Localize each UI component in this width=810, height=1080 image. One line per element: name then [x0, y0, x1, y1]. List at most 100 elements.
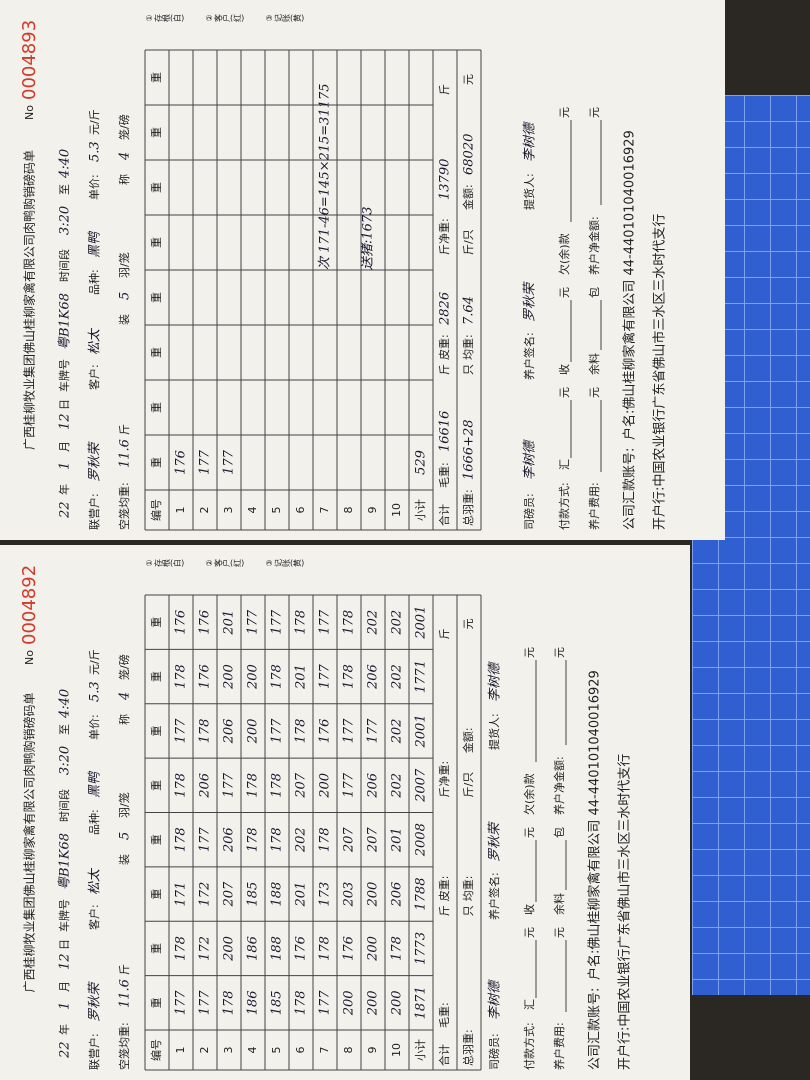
printed-label: 联营户: — [87, 493, 101, 530]
handwritten-value: 178 — [342, 664, 357, 689]
handwritten-value: 2001 — [414, 606, 429, 640]
handwritten-value: 1871 — [414, 986, 429, 1019]
printed-label: 养户净金额: — [587, 216, 601, 275]
form-box: 广西桂柳牧业集团佛山桂柳家禽有限公司肉鸭购销磅码单 No 0004893 22 年 1 月 1… — [0, 0, 725, 540]
printed-label: 元 — [558, 287, 571, 298]
printed-label: 空笼均重: — [117, 1022, 131, 1070]
handwritten-value: 11.6 — [118, 979, 133, 1008]
handwritten-value: 178 — [174, 664, 189, 689]
handwritten-value: 松太 — [88, 327, 103, 355]
handwritten-value: 3:20 — [58, 206, 73, 235]
printed-label: 养户净金额: — [552, 756, 566, 815]
printed-label: 元 — [523, 827, 536, 838]
printed-label: 10 — [390, 1043, 403, 1057]
handwritten-value: 12 — [58, 413, 73, 430]
printed-label: 编号 — [149, 499, 163, 521]
handwritten-value: 李树德 — [523, 121, 538, 162]
handwritten-value: 178 — [318, 936, 333, 961]
copy-label: ①存根(白) — [145, 14, 184, 23]
handwritten-value: 罗秋荣 — [523, 281, 538, 322]
printed-label: 元 — [558, 107, 571, 118]
printed-label: 开户行:中国农业银行广东省佛山市三水区三水时代支行 — [617, 754, 633, 1070]
handwritten-value: 188 — [270, 882, 285, 907]
handwritten-value: 177 — [174, 990, 189, 1016]
copy-label: ①存根(白) — [145, 559, 184, 568]
printed-label: 元 — [553, 647, 566, 658]
printed-label: 元 — [588, 387, 601, 398]
printed-label: 元 — [523, 927, 536, 938]
handwritten-value: 206 — [222, 719, 237, 745]
handwritten-value: 201 — [222, 610, 237, 636]
printed-label: 至 — [58, 184, 71, 195]
handwritten-value: 22 — [58, 501, 73, 519]
printed-label: 开户行:中国农业银行广东省佛山市三水区三水时代支行 — [652, 214, 668, 530]
printed-label: 养户费用: — [552, 1022, 566, 1070]
handwritten-value: 202 — [390, 610, 405, 636]
printed-label: 合计 — [437, 504, 451, 526]
handwritten-value: 178 — [246, 773, 261, 798]
printed-label: 10 — [390, 503, 403, 517]
printed-label: 元/斤 — [88, 109, 101, 135]
handwritten-value: 177 — [366, 718, 381, 744]
printed-label: 汇 — [523, 999, 536, 1010]
copy-label: ②客户(红) — [205, 559, 244, 568]
handwritten-value: 68020 — [462, 134, 477, 175]
printed-label: 养户费用: — [587, 482, 601, 530]
printed-label: 元 — [588, 107, 601, 118]
printed-label: 斤净重: — [437, 218, 451, 255]
printed-label: 斤 — [118, 424, 131, 435]
printed-label: 元 — [558, 387, 571, 398]
printed-label: 只 — [462, 905, 475, 916]
handwritten-value: 202 — [390, 719, 405, 745]
printed-label: 时间段 — [57, 789, 71, 822]
handwritten-value: 1 — [58, 1002, 73, 1010]
printed-label: 小计 — [414, 1039, 427, 1061]
printed-label: 斤 — [438, 364, 451, 375]
printed-label: 称 — [117, 714, 131, 725]
printed-label: 元 — [462, 74, 475, 85]
handwritten-value: 177 — [198, 827, 213, 853]
copy-label: ②客户(红) — [205, 14, 244, 23]
printed-label: 欠(余)款 — [557, 233, 571, 275]
handwritten-value: 202 — [390, 664, 405, 690]
handwritten-value: 177 — [270, 609, 285, 635]
handwritten-value: 177 — [318, 990, 333, 1016]
handwritten-value: 176 — [294, 936, 309, 961]
handwritten-value: 186 — [246, 936, 261, 961]
handwritten-value: 178 — [342, 610, 357, 635]
handwritten-value: 罗秋荣 — [488, 821, 503, 862]
printed-label: 联营户: — [87, 1033, 101, 1070]
printed-label: 日 — [58, 939, 71, 950]
handwritten-value: 4:40 — [58, 149, 73, 179]
printed-label: 只 — [462, 364, 475, 375]
handwritten-value: 188 — [270, 936, 285, 961]
form: 广西桂柳牧业集团佛山桂柳家禽有限公司肉鸭购销磅码单 No 0004893 22 年 1 月 1… — [0, 0, 725, 540]
printed-label: 重 — [149, 347, 163, 358]
handwritten-value: 1773 — [414, 932, 429, 965]
handwritten-value: 200 — [246, 719, 261, 745]
handwritten-value: 松太 — [88, 867, 103, 895]
printed-label: 斤 — [118, 964, 131, 975]
printed-label: 称 — [117, 174, 131, 185]
handwritten-value: 4 — [118, 692, 133, 701]
handwritten-value: 201 — [294, 664, 309, 690]
handwritten-value: 202 — [294, 827, 309, 853]
printed-label: 车牌号 — [57, 359, 71, 392]
printed-label: 斤/只 — [462, 229, 475, 255]
printed-label: 羽/笼 — [117, 252, 131, 278]
handwritten-value: 177 — [342, 772, 357, 798]
printed-label: 总羽重: — [461, 489, 475, 526]
printed-label: 4 — [246, 1047, 259, 1054]
printed-label: 皮重: — [437, 876, 451, 902]
handwritten-value: 178 — [174, 936, 189, 961]
printed-label: 重 — [149, 617, 163, 628]
printed-label: 品种: — [87, 809, 101, 835]
printed-label: 汇 — [558, 459, 571, 470]
printed-label: 重 — [149, 834, 163, 845]
handwritten-value: 16616 — [438, 411, 453, 452]
printed-label: 客户: — [87, 364, 101, 390]
printed-label: 公司汇款账号: — [623, 448, 638, 530]
printed-label: 重 — [149, 402, 163, 413]
printed-label: 司磅员: — [487, 1033, 501, 1070]
printed-label: 总羽重: — [461, 1029, 475, 1066]
